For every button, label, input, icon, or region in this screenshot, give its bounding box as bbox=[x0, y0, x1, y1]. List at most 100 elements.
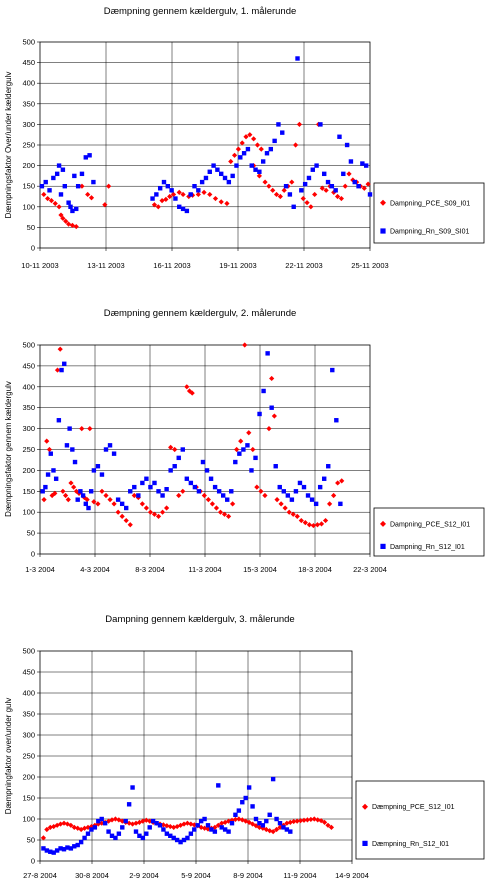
x-tick-label: 11-3 2004 bbox=[188, 565, 221, 574]
data-point bbox=[278, 501, 284, 507]
series-1 bbox=[41, 121, 371, 230]
x-tick-label: 1-3 2004 bbox=[25, 565, 55, 574]
data-point bbox=[337, 134, 342, 139]
legend-label: Dæmpning_Rn_S12_I01 bbox=[372, 841, 449, 848]
data-point bbox=[59, 367, 64, 373]
data-point bbox=[247, 132, 253, 138]
data-point bbox=[293, 142, 299, 148]
data-point bbox=[239, 140, 245, 146]
data-point bbox=[245, 443, 250, 448]
data-point bbox=[299, 188, 304, 193]
y-tick-label: 100 bbox=[22, 815, 35, 824]
data-point bbox=[54, 848, 60, 853]
legend-marker bbox=[380, 228, 386, 234]
y-tick-label: 150 bbox=[22, 794, 35, 803]
data-point bbox=[243, 134, 249, 140]
data-point bbox=[196, 188, 201, 193]
data-point bbox=[150, 196, 155, 201]
data-point bbox=[314, 163, 319, 168]
data-point bbox=[63, 218, 69, 224]
data-point bbox=[88, 489, 94, 494]
data-point bbox=[302, 181, 308, 187]
data-point bbox=[306, 522, 312, 528]
data-point bbox=[291, 818, 297, 825]
data-point bbox=[133, 829, 139, 834]
data-point bbox=[170, 191, 177, 198]
data-point bbox=[288, 829, 293, 834]
chart-2: Dæmpning gennem kældergulv, 2. målerunde… bbox=[4, 308, 485, 574]
series-2 bbox=[40, 351, 343, 511]
x-tick-label: 30-8 2004 bbox=[75, 871, 109, 880]
y-tick-label: 400 bbox=[22, 382, 35, 391]
x-tick-label: 2-9 2004 bbox=[129, 871, 159, 880]
data-point bbox=[205, 823, 211, 828]
x-tick-label: 27-8 2004 bbox=[23, 871, 57, 880]
data-point bbox=[157, 186, 163, 191]
data-point bbox=[48, 198, 55, 204]
data-point bbox=[99, 816, 104, 822]
data-point bbox=[225, 497, 230, 502]
data-point bbox=[88, 195, 95, 201]
series-1 bbox=[41, 342, 345, 529]
data-point bbox=[81, 825, 88, 831]
data-point bbox=[67, 426, 72, 431]
data-point bbox=[291, 204, 296, 209]
data-point bbox=[305, 493, 311, 498]
data-point bbox=[256, 173, 262, 179]
data-point bbox=[115, 509, 121, 515]
data-point bbox=[43, 179, 48, 185]
data-point bbox=[60, 488, 66, 494]
data-point bbox=[177, 204, 182, 209]
data-point bbox=[91, 468, 97, 473]
data-point bbox=[298, 517, 304, 524]
data-point bbox=[102, 821, 108, 826]
data-point bbox=[201, 189, 207, 195]
data-point bbox=[61, 847, 67, 852]
data-point bbox=[159, 509, 166, 515]
data-point bbox=[40, 835, 47, 841]
data-point bbox=[229, 489, 234, 494]
y-tick-label: 450 bbox=[22, 361, 35, 370]
data-point bbox=[160, 493, 165, 498]
data-point bbox=[222, 175, 228, 181]
x-tick-label: 8-3 2004 bbox=[135, 565, 165, 574]
data-point bbox=[226, 179, 232, 185]
data-point bbox=[91, 179, 96, 185]
data-point bbox=[102, 202, 108, 208]
data-point bbox=[155, 204, 161, 210]
data-point bbox=[338, 195, 344, 202]
data-point bbox=[273, 826, 280, 833]
data-point bbox=[360, 161, 365, 166]
y-tick-label: 300 bbox=[22, 731, 35, 740]
data-point bbox=[68, 822, 74, 828]
data-point bbox=[151, 511, 158, 517]
data-point bbox=[295, 56, 300, 61]
data-point bbox=[217, 509, 224, 515]
chart-title: Dæmpning gennem kældergulv, 1. målerunde bbox=[104, 6, 297, 17]
data-point bbox=[322, 517, 329, 524]
data-point bbox=[49, 492, 55, 499]
legend-label: Dampning_PCE_S09_I01 bbox=[390, 200, 470, 207]
data-point bbox=[84, 497, 90, 503]
data-point bbox=[107, 443, 113, 448]
data-point bbox=[281, 825, 286, 830]
data-point bbox=[225, 513, 232, 519]
data-point bbox=[151, 202, 158, 208]
legend-box bbox=[373, 182, 485, 244]
data-point bbox=[265, 351, 270, 356]
data-point bbox=[71, 484, 77, 490]
data-point bbox=[54, 822, 60, 828]
series-2 bbox=[41, 776, 293, 855]
data-point bbox=[112, 816, 119, 822]
data-point bbox=[161, 827, 166, 832]
y-tick-label: 450 bbox=[22, 668, 35, 677]
data-point bbox=[164, 831, 170, 836]
data-point bbox=[72, 173, 77, 179]
data-point bbox=[344, 142, 350, 148]
data-point bbox=[195, 191, 201, 198]
data-point bbox=[144, 831, 149, 836]
data-point bbox=[168, 468, 173, 473]
data-point bbox=[78, 489, 83, 494]
data-point bbox=[199, 179, 205, 185]
data-point bbox=[80, 493, 86, 498]
